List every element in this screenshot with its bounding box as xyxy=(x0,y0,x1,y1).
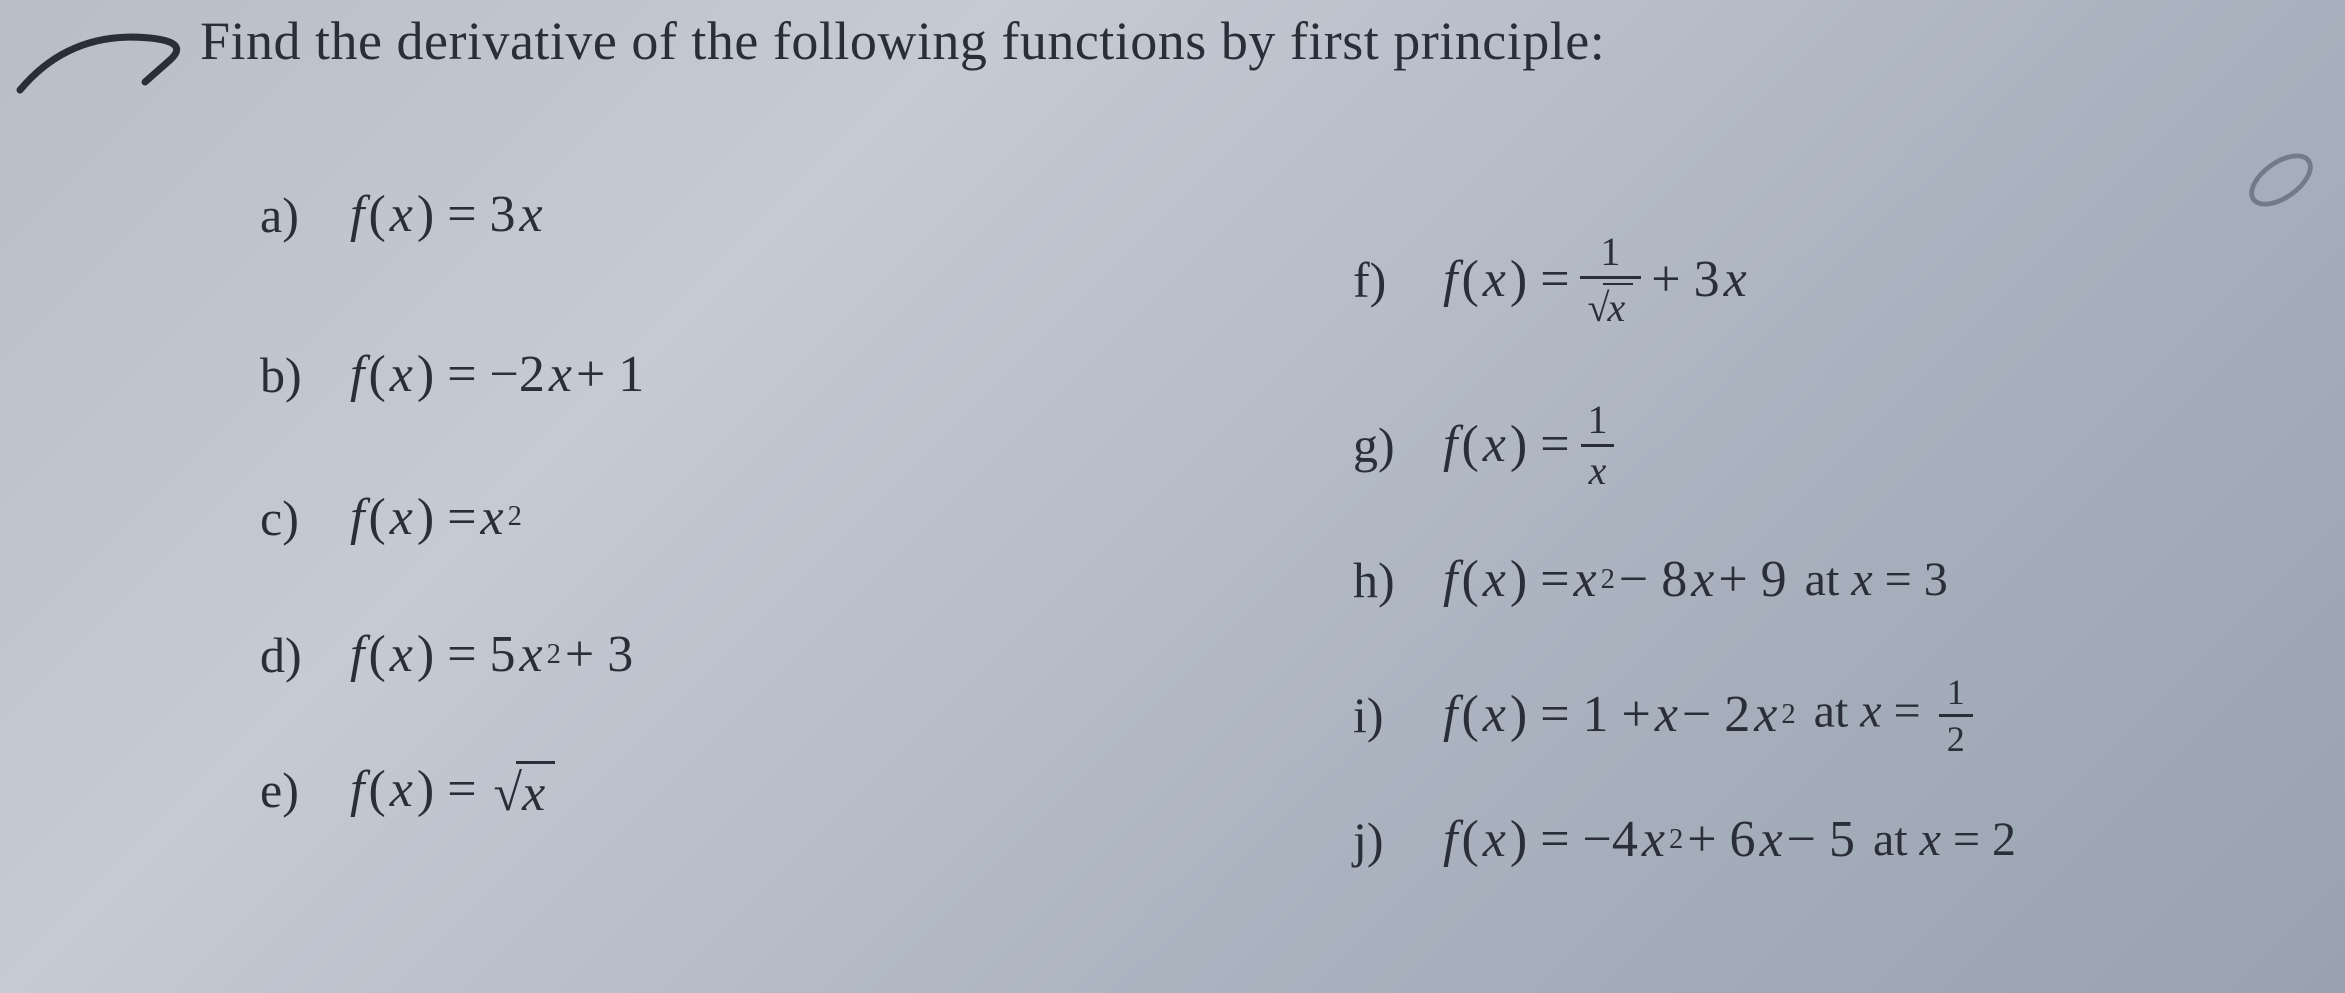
at-text: at x = 3 xyxy=(1805,556,1948,604)
problem-expression: f(x) = −4x2 + 6x − 5 at x = 2 xyxy=(1443,814,2016,866)
problem-expression: f(x) = 1 x xyxy=(1443,400,1622,491)
problem-label: e) xyxy=(260,765,350,815)
fraction-numerator: 1 xyxy=(1580,400,1616,444)
problem-label: c) xyxy=(260,493,350,543)
fraction-numerator: 1 xyxy=(1939,674,1973,714)
right-column: f) f(x) = 1 √x + 3x g) f(x) = xyxy=(1313,140,2285,973)
problem-label: h) xyxy=(1353,555,1443,605)
handwritten-stroke xyxy=(10,20,230,100)
problem-expression: f(x) = −2x + 1 xyxy=(350,349,644,401)
problem-i: i) f(x) = 1 + x − 2x2 at x = 1 2 xyxy=(1353,640,2285,790)
problem-e: e) f(x) = √x xyxy=(260,735,1313,845)
question-text: Find the derivative of the following fun… xyxy=(200,11,1605,71)
problem-g: g) f(x) = 1 x xyxy=(1353,370,2285,520)
problem-columns: a) f(x) = 3x b) f(x) = −2x + 1 c) f(x) =… xyxy=(260,140,2285,973)
problem-expression: f(x) = 1 √x + 3x xyxy=(1443,232,1747,328)
fraction-numerator: 1 xyxy=(1592,232,1628,276)
problem-expression: f(x) = 1 + x − 2x2 at x = 1 2 xyxy=(1443,674,1979,757)
question-prompt: Find the derivative of the following fun… xyxy=(200,10,1605,72)
fraction-denominator: x xyxy=(1581,444,1615,491)
problem-label: j) xyxy=(1353,815,1443,865)
problem-c: c) f(x) = x2 xyxy=(260,460,1313,575)
problem-expression: f(x) = x2 xyxy=(350,492,522,544)
problem-expression: f(x) = 3x xyxy=(350,189,543,241)
worksheet-page: Find the derivative of the following fun… xyxy=(0,0,2345,993)
problem-h: h) f(x) = x2 − 8x + 9 at x = 3 xyxy=(1353,520,2285,640)
problem-expression: f(x) = √x xyxy=(350,761,555,820)
fraction-denominator: 2 xyxy=(1939,714,1973,757)
problem-label: a) xyxy=(260,190,350,240)
problem-label: g) xyxy=(1353,420,1443,470)
problem-d: d) f(x) = 5x2 + 3 xyxy=(260,575,1313,735)
problem-j: j) f(x) = −4x2 + 6x − 5 at x = 2 xyxy=(1353,790,2285,890)
problem-label: b) xyxy=(260,350,350,400)
problem-label: i) xyxy=(1353,690,1443,740)
problem-b: b) f(x) = −2x + 1 xyxy=(260,290,1313,460)
problem-label: f) xyxy=(1353,255,1443,305)
problem-a: a) f(x) = 3x xyxy=(260,140,1313,290)
problem-expression: f(x) = 5x2 + 3 xyxy=(350,629,633,681)
fraction-denominator: √x xyxy=(1580,276,1642,328)
at-text: at x = 1 2 xyxy=(1814,674,1979,757)
at-text: at x = 2 xyxy=(1873,816,2016,864)
problem-label: d) xyxy=(260,630,350,680)
problem-f: f) f(x) = 1 √x + 3x xyxy=(1353,190,2285,370)
problem-expression: f(x) = x2 − 8x + 9 at x = 3 xyxy=(1443,554,1948,606)
left-column: a) f(x) = 3x b) f(x) = −2x + 1 c) f(x) =… xyxy=(260,140,1313,973)
